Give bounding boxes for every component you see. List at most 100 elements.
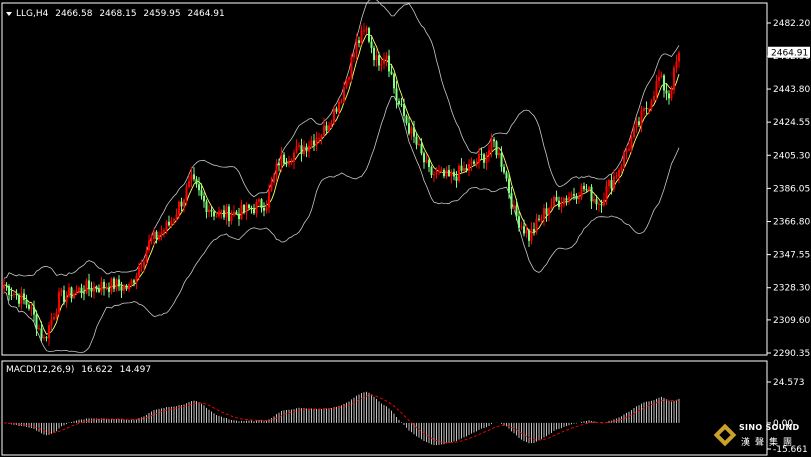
candle bbox=[148, 234, 150, 254]
candle bbox=[390, 63, 393, 76]
candle bbox=[638, 116, 640, 128]
candle bbox=[533, 222, 535, 236]
candle bbox=[355, 33, 358, 61]
candle bbox=[513, 199, 515, 211]
candle bbox=[405, 114, 408, 126]
candle bbox=[330, 119, 333, 128]
candle bbox=[80, 283, 83, 299]
candle bbox=[363, 23, 365, 35]
candle bbox=[200, 183, 203, 200]
candle bbox=[505, 170, 508, 182]
candle bbox=[350, 54, 353, 82]
candle bbox=[138, 262, 140, 281]
candle bbox=[3, 278, 5, 295]
macd-value-main: 16.622 bbox=[81, 365, 113, 375]
candle bbox=[178, 200, 180, 219]
candle bbox=[433, 170, 435, 183]
candle bbox=[368, 26, 370, 44]
candle bbox=[218, 206, 220, 219]
candle bbox=[473, 159, 475, 166]
candle bbox=[198, 177, 200, 196]
candle bbox=[128, 282, 130, 293]
candle bbox=[460, 158, 463, 173]
candle bbox=[43, 334, 45, 341]
candle bbox=[635, 117, 638, 133]
candle bbox=[428, 157, 430, 173]
candle bbox=[160, 225, 163, 241]
candle bbox=[13, 290, 15, 299]
candle bbox=[575, 193, 578, 204]
candle bbox=[573, 187, 575, 200]
header-symbol: LLG,H4 bbox=[16, 9, 49, 19]
candle bbox=[478, 147, 480, 169]
candle bbox=[448, 164, 450, 177]
candle bbox=[413, 120, 415, 143]
candle bbox=[58, 287, 60, 316]
candle bbox=[495, 140, 498, 159]
candle bbox=[310, 135, 313, 149]
candle bbox=[595, 194, 598, 211]
candle bbox=[535, 213, 538, 235]
logo-diamond-icon bbox=[713, 423, 737, 447]
candle bbox=[190, 166, 193, 188]
candle bbox=[603, 192, 605, 207]
candle bbox=[85, 278, 88, 295]
candle bbox=[105, 283, 108, 291]
candle bbox=[28, 303, 30, 311]
candle bbox=[100, 276, 103, 296]
candle bbox=[245, 201, 248, 220]
candle bbox=[163, 228, 165, 238]
candle bbox=[653, 90, 655, 103]
candle bbox=[173, 217, 175, 225]
candle bbox=[288, 155, 290, 168]
candle bbox=[668, 90, 670, 105]
candle bbox=[515, 198, 518, 221]
macd-label: MACD(12,26,9) bbox=[6, 365, 74, 375]
candle bbox=[553, 195, 555, 207]
candle bbox=[143, 258, 145, 273]
candle bbox=[393, 72, 395, 94]
candle bbox=[628, 141, 630, 152]
chart-header: LLG,H4 2466.58 2468.15 2459.95 2464.91 bbox=[16, 9, 225, 19]
candle bbox=[195, 176, 198, 188]
price-tick-label: 2405.30 bbox=[773, 151, 810, 161]
candle bbox=[483, 152, 485, 169]
logo-name-en: SINO SOUND bbox=[739, 423, 800, 432]
candle bbox=[488, 145, 490, 163]
candle bbox=[115, 278, 118, 292]
candle bbox=[618, 168, 620, 184]
candle bbox=[63, 285, 65, 305]
candle bbox=[675, 54, 678, 73]
candle bbox=[510, 186, 513, 215]
candle bbox=[655, 75, 658, 101]
candle bbox=[263, 202, 265, 217]
candle bbox=[210, 206, 213, 217]
candle bbox=[373, 45, 375, 67]
candle bbox=[265, 200, 268, 214]
candle bbox=[313, 134, 315, 152]
candle bbox=[235, 209, 238, 215]
candle bbox=[408, 116, 410, 136]
candle bbox=[205, 199, 208, 219]
candle bbox=[283, 152, 285, 166]
candle bbox=[15, 289, 18, 300]
candle bbox=[410, 125, 413, 141]
candle bbox=[358, 36, 360, 48]
candle bbox=[480, 147, 483, 160]
candle bbox=[303, 140, 305, 157]
candle bbox=[248, 203, 250, 210]
candle bbox=[68, 283, 70, 298]
candle bbox=[425, 154, 428, 164]
candle bbox=[93, 281, 95, 299]
candle bbox=[620, 163, 623, 174]
candle bbox=[268, 183, 270, 214]
candle bbox=[523, 219, 525, 237]
chart-menu-triangle-icon[interactable] bbox=[6, 12, 12, 16]
candle bbox=[530, 221, 533, 245]
candle bbox=[150, 233, 153, 245]
header-high: 2468.15 bbox=[99, 9, 136, 19]
candle bbox=[253, 203, 255, 215]
candle bbox=[220, 209, 223, 219]
